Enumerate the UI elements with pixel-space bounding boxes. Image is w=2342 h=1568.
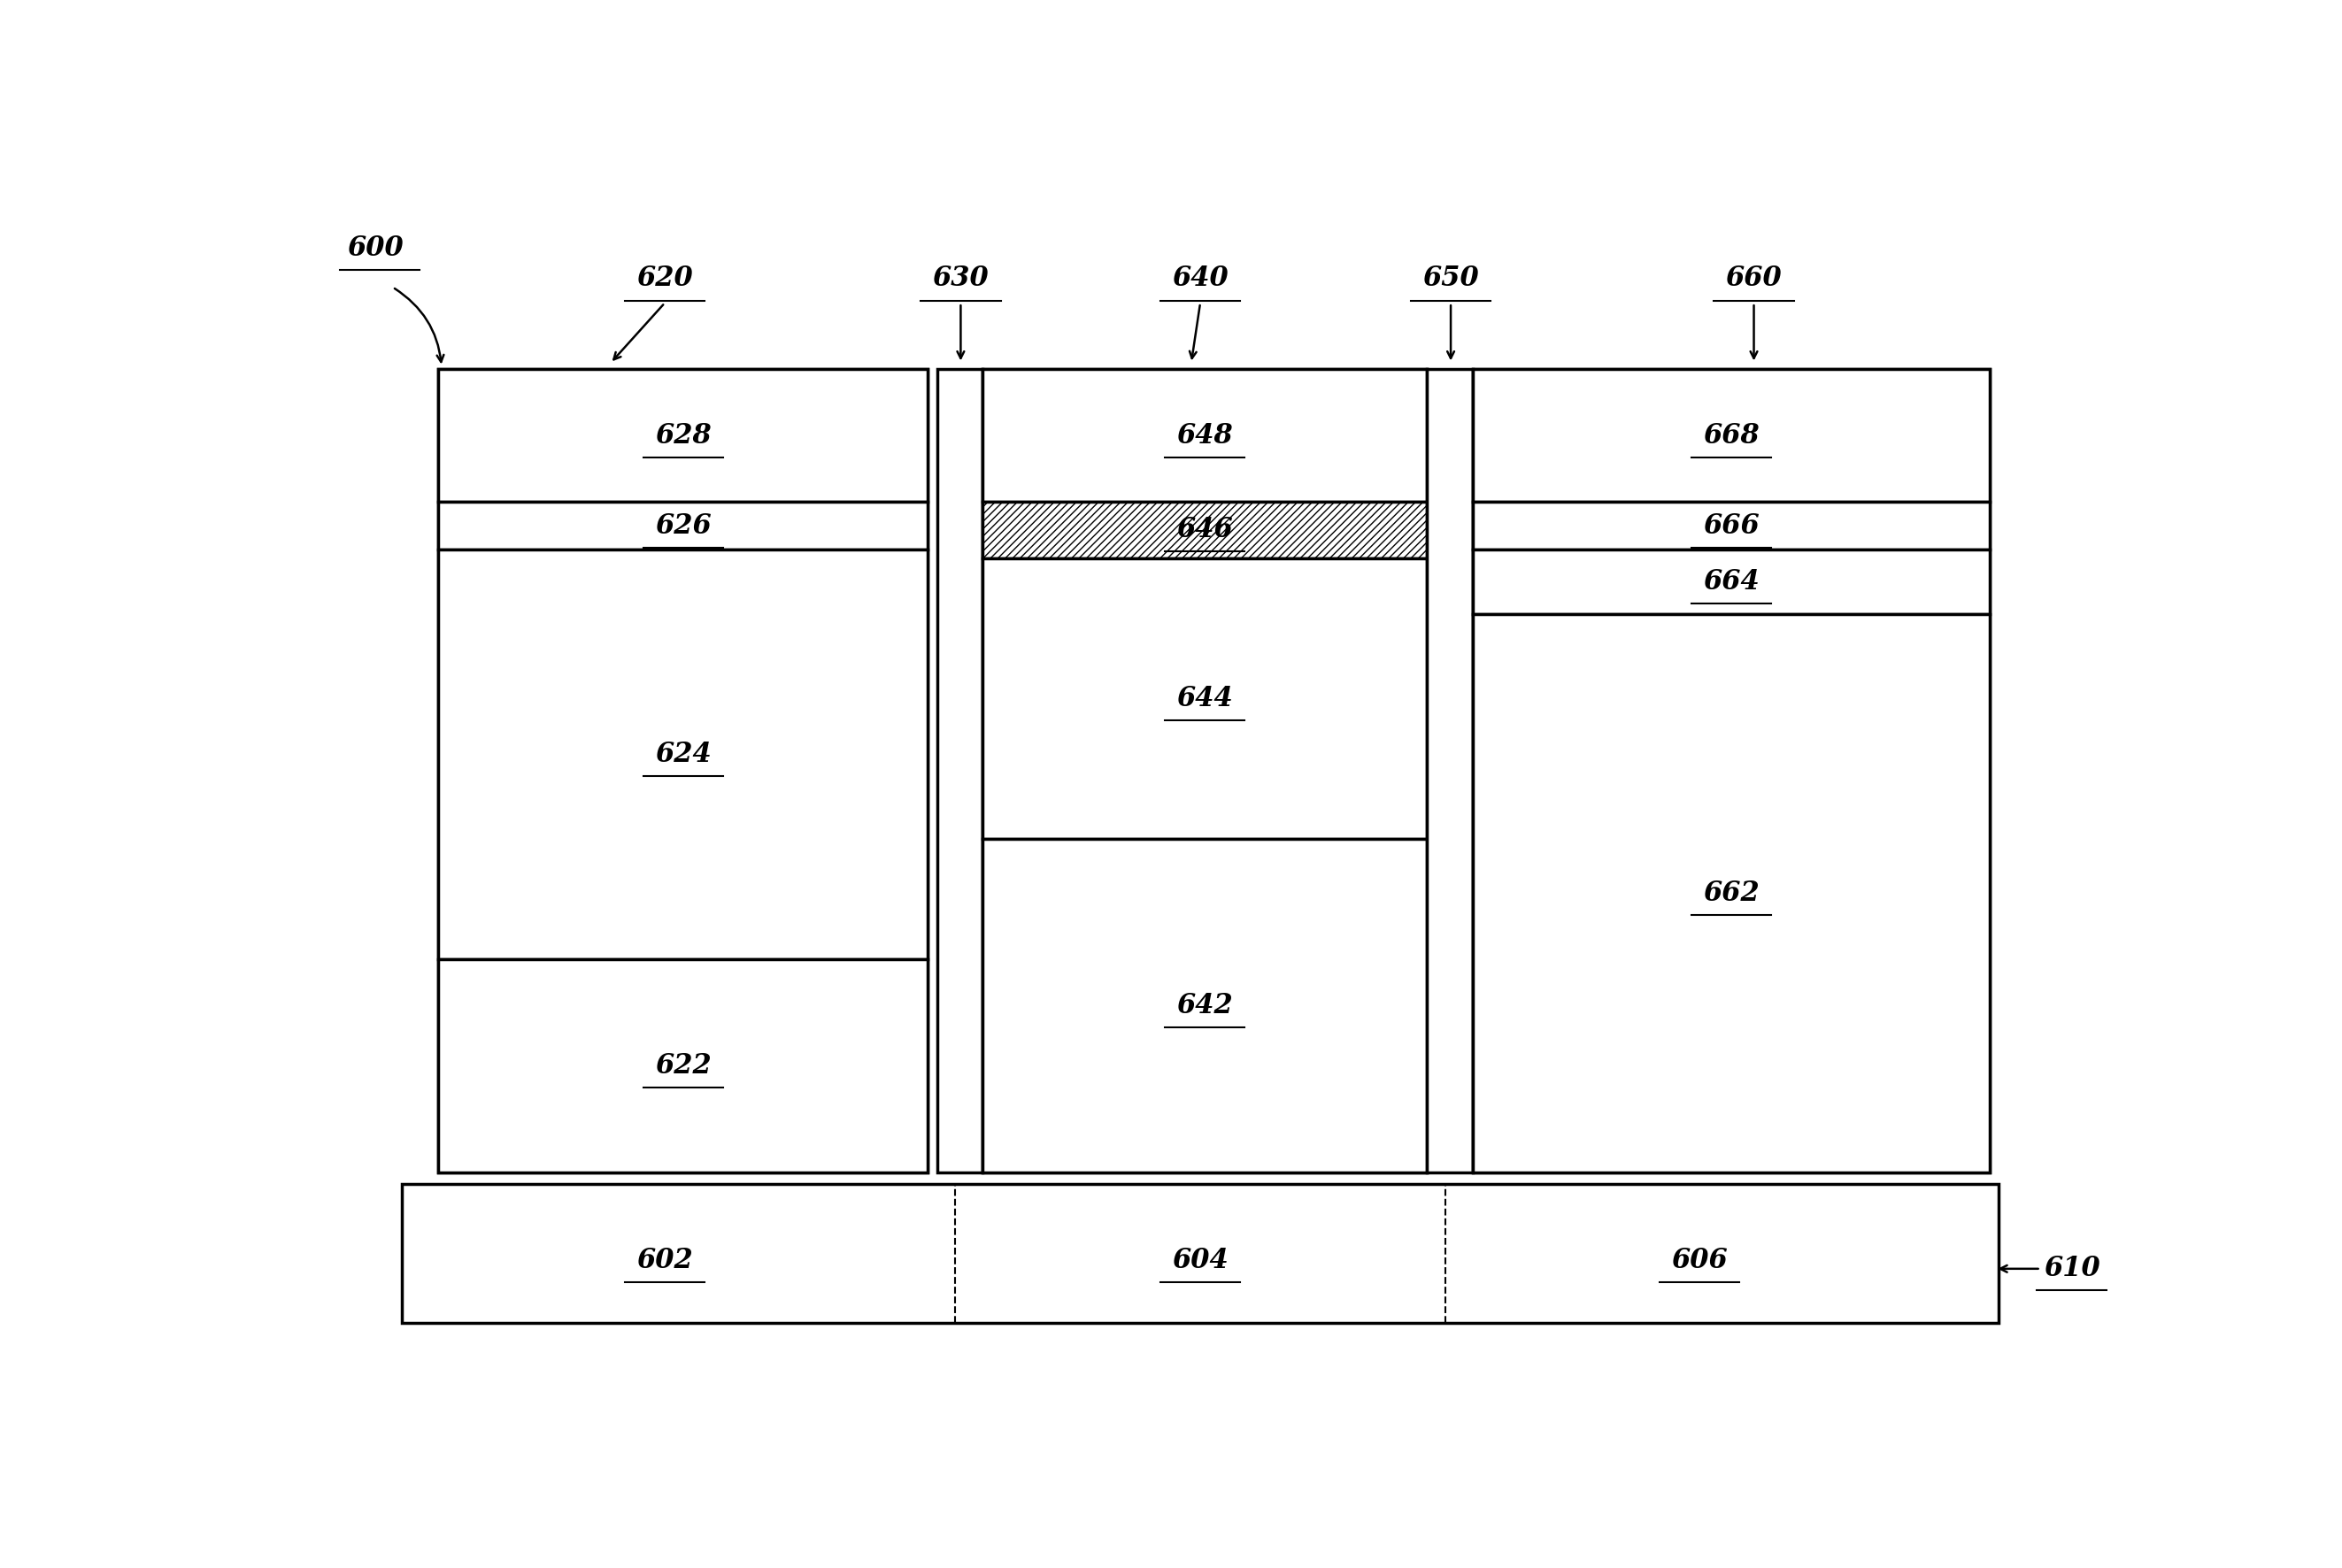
Text: 604: 604 [1171, 1247, 1230, 1275]
Text: 662: 662 [1703, 880, 1759, 906]
Bar [403, 1184, 1998, 1323]
Text: 648: 648 [1176, 422, 1232, 448]
Text: 626: 626 [656, 513, 712, 539]
Text: 606: 606 [1672, 1247, 1728, 1275]
Bar [984, 370, 1426, 502]
Text: 664: 664 [1703, 568, 1759, 596]
Bar [984, 558, 1426, 839]
Bar [1473, 502, 1991, 550]
Text: 622: 622 [656, 1052, 712, 1079]
Text: 628: 628 [656, 422, 712, 448]
Text: 660: 660 [1726, 265, 1782, 292]
Bar [984, 370, 1426, 1173]
Bar [438, 502, 927, 550]
Bar [937, 370, 984, 1173]
Text: 610: 610 [2045, 1254, 2101, 1283]
Text: 668: 668 [1703, 422, 1759, 448]
Text: 642: 642 [1176, 993, 1232, 1019]
Bar [1473, 550, 1991, 615]
Text: 640: 640 [1171, 265, 1230, 292]
Bar [1426, 370, 1473, 1173]
Text: 630: 630 [932, 265, 988, 292]
Bar [984, 839, 1426, 1173]
Text: 624: 624 [656, 742, 712, 768]
Bar [438, 370, 927, 1173]
Text: 602: 602 [637, 1247, 693, 1275]
Text: 644: 644 [1176, 685, 1232, 712]
Text: 620: 620 [637, 265, 693, 292]
Bar [1473, 615, 1991, 1173]
Text: 646: 646 [1176, 516, 1232, 544]
Bar [1473, 370, 1991, 1173]
Bar [438, 960, 927, 1173]
Text: 650: 650 [1422, 265, 1478, 292]
Bar [438, 370, 927, 502]
Bar [1473, 370, 1991, 502]
Text: 666: 666 [1703, 513, 1759, 539]
Text: 600: 600 [347, 235, 403, 262]
Bar [984, 502, 1426, 558]
Bar [438, 550, 927, 960]
